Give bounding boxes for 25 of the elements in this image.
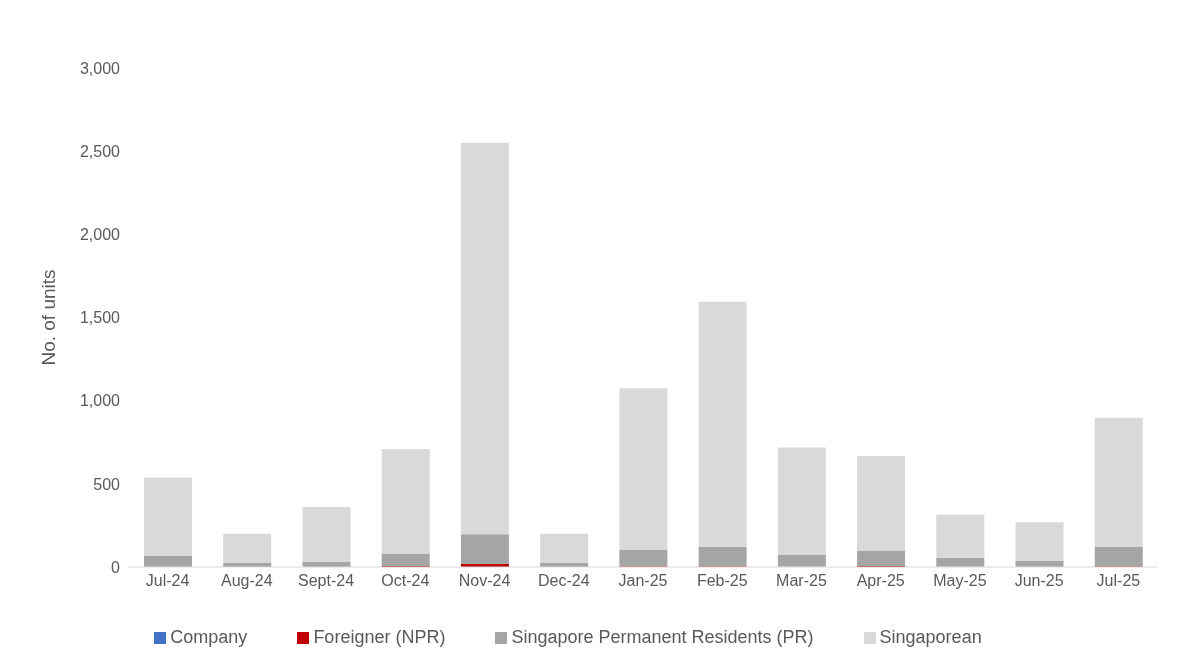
legend-label: Foreigner (NPR) bbox=[313, 627, 446, 647]
x-tick-label: Aug-24 bbox=[221, 572, 273, 590]
legend-label: Singaporean bbox=[879, 627, 982, 647]
legend-label: Company bbox=[170, 627, 248, 647]
x-tick-label: Dec-24 bbox=[537, 572, 590, 590]
y-tick-label: 1,000 bbox=[79, 392, 121, 410]
y-tick-label: 0 bbox=[111, 558, 121, 576]
y-tick-label: 2,000 bbox=[79, 226, 121, 244]
y-tick-label: 3,000 bbox=[79, 59, 121, 77]
x-tick-label: Mar-25 bbox=[776, 572, 827, 590]
x-tick-label: Jan-25 bbox=[618, 572, 668, 590]
x-tick-label: Jun-25 bbox=[1014, 572, 1064, 590]
x-tick-label: Apr-25 bbox=[856, 572, 905, 590]
x-tick-label: Oct-24 bbox=[381, 572, 430, 590]
x-tick-label: May-25 bbox=[933, 572, 987, 590]
x-tick-label: Jul-24 bbox=[145, 572, 190, 590]
y-axis-title: No. of units bbox=[37, 269, 59, 366]
x-tick-label: Nov-24 bbox=[458, 572, 511, 590]
legend-label: Singapore Permanent Residents (PR) bbox=[511, 627, 814, 647]
y-tick-label: 1,500 bbox=[79, 309, 121, 327]
x-tick-label: Jul-25 bbox=[1096, 572, 1141, 590]
y-tick-label: 2,500 bbox=[79, 142, 121, 160]
x-tick-label: Sept-24 bbox=[298, 572, 355, 590]
y-tick-label: 500 bbox=[93, 475, 121, 493]
x-tick-label: Feb-25 bbox=[696, 572, 748, 590]
